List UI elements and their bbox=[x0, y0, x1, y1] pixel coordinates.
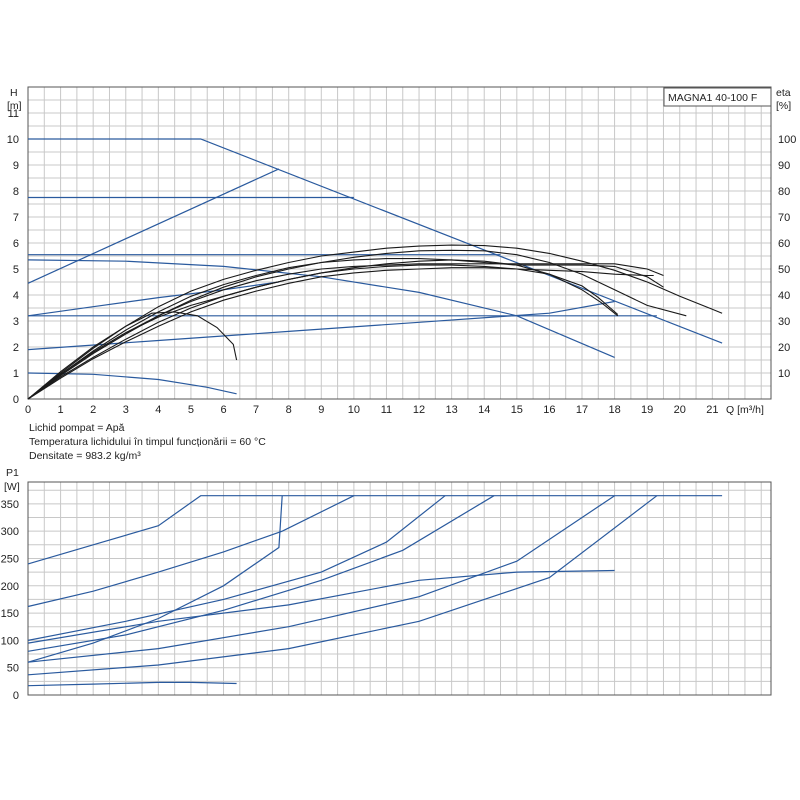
h-axis-label: H bbox=[10, 87, 18, 99]
power-curve-8 bbox=[27, 681, 237, 687]
head-curve-0 bbox=[28, 138, 723, 344]
density-note: Densitate = 983.2 kg/m³ bbox=[29, 450, 141, 462]
x-tick-label-9: 9 bbox=[318, 404, 324, 416]
x-tick-label-11: 11 bbox=[381, 404, 392, 416]
power-curve-0 bbox=[27, 495, 723, 565]
power-curve-4 bbox=[27, 495, 495, 652]
h-tick-label-7: 7 bbox=[13, 212, 19, 224]
h-tick-label-6: 6 bbox=[13, 238, 19, 250]
x-tick-label-0: 0 bbox=[25, 404, 31, 416]
eta-tick-label-30: 30 bbox=[778, 316, 790, 328]
p1-tick-label-150: 150 bbox=[1, 608, 19, 620]
head-curve-6 bbox=[27, 300, 615, 351]
eta-axis-unit: [%] bbox=[776, 100, 791, 112]
power-chart-grid bbox=[27, 481, 772, 696]
eta-tick-label-40: 40 bbox=[778, 290, 790, 302]
p1-tick-label-200: 200 bbox=[1, 581, 19, 593]
efficiency-curve-11 bbox=[27, 264, 619, 400]
h-tick-label-2: 2 bbox=[13, 342, 19, 354]
power-curve-3 bbox=[27, 495, 446, 641]
p1-tick-label-250: 250 bbox=[1, 553, 19, 565]
efficiency-curve-16 bbox=[27, 259, 619, 400]
x-tick-label-20: 20 bbox=[674, 404, 686, 416]
h-tick-label-4: 4 bbox=[13, 290, 19, 302]
x-axis-label: Q [m³/h] bbox=[726, 404, 764, 416]
h-tick-label-10: 10 bbox=[7, 134, 19, 146]
fluid-note: Lichid pompat = Apă bbox=[29, 422, 125, 434]
eta-tick-label-50: 50 bbox=[778, 264, 790, 276]
eta-tick-label-10: 10 bbox=[778, 368, 790, 380]
h-tick-label-1: 1 bbox=[13, 368, 19, 380]
eta-tick-label-20: 20 bbox=[778, 342, 790, 354]
h-tick-label-9: 9 bbox=[13, 160, 19, 172]
x-tick-label-2: 2 bbox=[90, 404, 96, 416]
x-tick-label-3: 3 bbox=[123, 404, 129, 416]
power-curve-2 bbox=[27, 495, 283, 663]
h-tick-label-8: 8 bbox=[13, 186, 19, 198]
h-tick-label-3: 3 bbox=[13, 316, 19, 328]
p1-tick-label-100: 100 bbox=[1, 635, 19, 647]
efficiency-curve-9 bbox=[27, 244, 723, 400]
h-tick-label-11: 11 bbox=[8, 108, 19, 120]
x-tick-label-5: 5 bbox=[188, 404, 194, 416]
power-chart-frame bbox=[27, 481, 772, 696]
x-tick-label-4: 4 bbox=[155, 404, 161, 416]
h-tick-label-0: 0 bbox=[13, 394, 19, 406]
p1-tick-label-350: 350 bbox=[1, 499, 19, 511]
eta-tick-label-100: 100 bbox=[778, 134, 796, 146]
eta-tick-label-80: 80 bbox=[778, 186, 790, 198]
head-curve-8 bbox=[27, 372, 237, 395]
head-curve-4 bbox=[27, 168, 280, 284]
head-chart-series bbox=[27, 138, 723, 400]
p1-tick-label-50: 50 bbox=[7, 663, 19, 675]
h-tick-label-5: 5 bbox=[13, 264, 19, 276]
x-tick-label-12: 12 bbox=[413, 404, 425, 416]
x-tick-label-18: 18 bbox=[608, 404, 620, 416]
model-label: MAGNA1 40-100 F bbox=[668, 92, 757, 104]
power-curve-6 bbox=[27, 495, 658, 676]
eta-tick-label-70: 70 bbox=[778, 212, 790, 224]
efficiency-curve-14 bbox=[27, 267, 654, 400]
power-chart-series bbox=[27, 495, 723, 687]
temperature-note: Temperatura lichidului în timpul funcțio… bbox=[29, 436, 266, 448]
x-tick-label-7: 7 bbox=[253, 404, 259, 416]
x-tick-label-19: 19 bbox=[641, 404, 653, 416]
power-curve-7 bbox=[27, 569, 615, 644]
eta-tick-label-90: 90 bbox=[778, 160, 790, 172]
efficiency-curve-15 bbox=[27, 311, 238, 400]
x-tick-label-14: 14 bbox=[478, 404, 490, 416]
x-tick-label-1: 1 bbox=[58, 404, 64, 416]
p1-axis-unit: [W] bbox=[4, 481, 20, 493]
h-axis-unit: [m] bbox=[7, 100, 22, 112]
p1-tick-label-300: 300 bbox=[1, 526, 19, 538]
x-tick-label-21: 21 bbox=[706, 404, 718, 416]
power-chart-axes: 0 50 100 150 200 250 300 350 P1 [W] bbox=[1, 467, 20, 702]
x-tick-label-15: 15 bbox=[511, 404, 523, 416]
power-curve-1 bbox=[27, 495, 355, 608]
p1-tick-label-0: 0 bbox=[13, 690, 19, 702]
x-tick-label-10: 10 bbox=[348, 404, 360, 416]
eta-axis-label: eta bbox=[776, 87, 791, 99]
model-label-box bbox=[663, 87, 772, 107]
head-curve-5 bbox=[27, 281, 279, 317]
x-tick-label-17: 17 bbox=[576, 404, 588, 416]
x-tick-label-8: 8 bbox=[286, 404, 292, 416]
p1-axis-label: P1 bbox=[6, 467, 19, 479]
head-chart-frame bbox=[27, 86, 772, 400]
x-tick-label-16: 16 bbox=[543, 404, 555, 416]
head-chart-grid bbox=[27, 86, 772, 400]
efficiency-curve-12 bbox=[27, 258, 664, 400]
eta-tick-label-60: 60 bbox=[778, 238, 790, 250]
head-chart-axes: 0 1 2 3 4 5 6 7 8 9 10 11 12 13 14 15 16 17 18 19 20 21012345… bbox=[7, 87, 797, 416]
x-tick-label-6: 6 bbox=[220, 404, 226, 416]
power-curve-5 bbox=[27, 495, 615, 663]
x-tick-label-13: 13 bbox=[446, 404, 458, 416]
